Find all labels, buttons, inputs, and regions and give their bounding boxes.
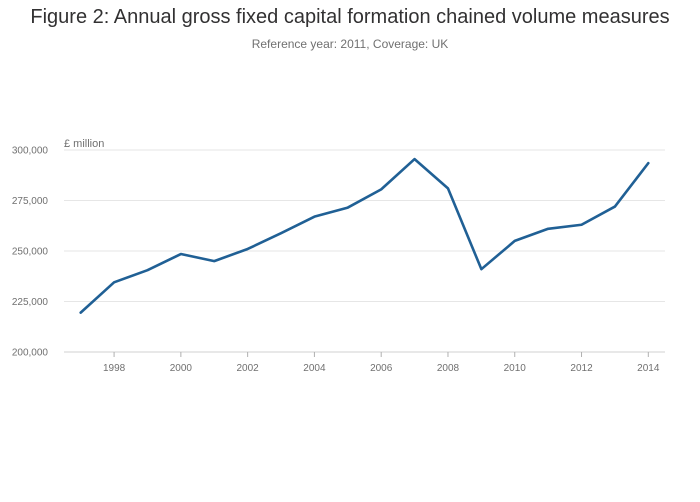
x-tick-label: 2010: [504, 363, 527, 374]
data-point: [647, 162, 650, 165]
data-point: [413, 158, 416, 161]
data-point: [213, 260, 216, 263]
data-point: [180, 253, 183, 256]
x-tick-label: 2006: [370, 363, 393, 374]
y-tick-label: 300,000: [12, 146, 49, 157]
y-tick-label: 275,000: [12, 196, 49, 207]
y-tick-label: 225,000: [12, 297, 49, 308]
series-line: [79, 157, 650, 314]
data-point: [380, 188, 383, 191]
data-point: [580, 223, 583, 226]
data-point: [280, 232, 283, 235]
y-axis: 200,000 225,000 250,000 275,000 300,000: [12, 146, 49, 359]
data-point: [480, 268, 483, 271]
x-axis: 1998 2000 2002 2004 2006 2008 2010 2012 2014: [103, 352, 660, 374]
data-point: [513, 240, 516, 243]
data-point: [246, 248, 249, 251]
x-tick-label: 2004: [303, 363, 326, 374]
data-point: [614, 205, 617, 208]
data-point: [79, 311, 82, 314]
x-tick-label: 2000: [170, 363, 193, 374]
series-group: [79, 157, 650, 314]
data-point: [347, 206, 350, 209]
data-point: [447, 187, 450, 190]
y-tick-label: 250,000: [12, 247, 49, 258]
x-tick-label: 2002: [237, 363, 260, 374]
gridlines: [64, 149, 665, 353]
chart-title: Figure 2: Annual gross fixed capital for…: [30, 6, 670, 28]
data-point: [313, 215, 316, 218]
y-axis-label: £ million: [64, 138, 104, 150]
x-tick-label: 2014: [637, 363, 660, 374]
y-tick-label: 200,000: [12, 348, 49, 359]
data-point: [146, 269, 149, 272]
data-point: [113, 281, 116, 284]
x-tick-label: 2008: [437, 363, 460, 374]
data-point: [547, 227, 550, 230]
x-tick-label: 2012: [570, 363, 593, 374]
x-tick-label: 1998: [103, 363, 126, 374]
chart-subtitle: Reference year: 2011, Coverage: UK: [251, 37, 449, 51]
